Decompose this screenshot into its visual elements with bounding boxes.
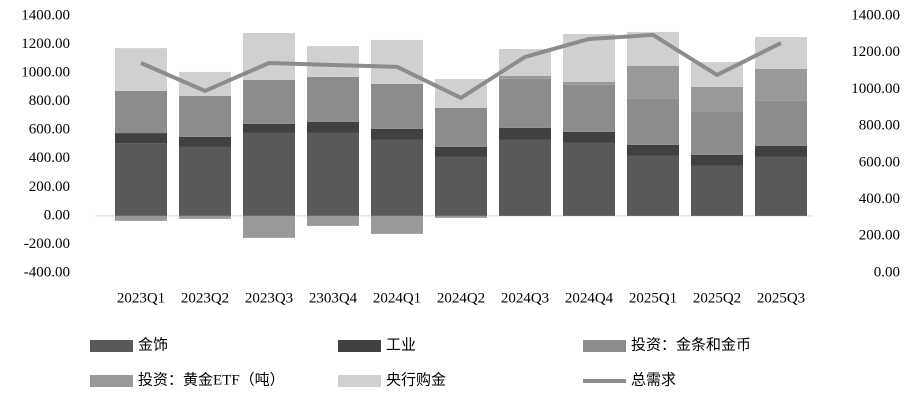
bar-segment	[755, 145, 807, 157]
y-tick-label: 1000.00	[21, 65, 70, 81]
y-tick-label: 200.00	[29, 179, 70, 195]
y2-tick-label: 1400.00	[851, 7, 900, 23]
y2-tick-label: 800.00	[859, 118, 900, 134]
bar-segment	[435, 156, 487, 216]
legend-swatch	[90, 340, 133, 352]
x-tick-label: 2303Q4	[309, 290, 358, 306]
bar-segment	[435, 215, 487, 218]
legend-label: 投资：黄金ETF（吨）	[138, 371, 285, 388]
bar-segment	[563, 33, 615, 82]
bar-segment	[307, 121, 359, 133]
x-tick-label: 2025Q2	[693, 290, 741, 306]
y2-tick-label: 600.00	[859, 154, 900, 170]
bar-segment	[115, 215, 167, 221]
bar-segment	[371, 215, 423, 234]
bar-segment	[563, 81, 615, 85]
bar-segment	[435, 78, 487, 108]
bar-segment	[627, 65, 679, 99]
x-tick-label: 2023Q3	[245, 290, 293, 306]
bar-segment	[179, 146, 231, 216]
x-tick-label: 2024Q1	[373, 290, 421, 306]
bar-segment	[307, 76, 359, 122]
bar-segment	[499, 139, 551, 216]
bar-segment	[243, 215, 295, 238]
bar-segment	[563, 142, 615, 216]
y2-tick-label: 200.00	[859, 228, 900, 244]
bar-segment	[307, 45, 359, 77]
bar-segment	[179, 136, 231, 147]
bar-segment	[371, 83, 423, 129]
bar-segment	[435, 107, 487, 147]
bar-segment	[115, 133, 167, 144]
bar-segment	[435, 146, 487, 157]
bar-segment	[563, 84, 615, 132]
y-tick-label: 600.00	[29, 122, 70, 138]
legend-label: 投资：金条和金币	[631, 336, 751, 353]
bar-segment	[691, 111, 743, 155]
x-tick-label: 2024Q4	[565, 290, 614, 306]
legend-swatch	[90, 375, 133, 387]
bar-segment	[691, 165, 743, 216]
bar-segment	[307, 132, 359, 216]
legend-label: 央行购金	[386, 371, 446, 388]
bar-segment	[691, 86, 743, 112]
bar-segment	[179, 215, 231, 219]
bar-segment	[499, 75, 551, 79]
x-tick-label: 2024Q3	[501, 290, 549, 306]
bar-segment	[115, 90, 167, 134]
y-tick-label: 1200.00	[21, 36, 70, 52]
bar-segment	[691, 154, 743, 166]
y-tick-label: 400.00	[29, 150, 70, 166]
bar-segment	[627, 144, 679, 156]
legend-label: 总需求	[631, 371, 676, 388]
bar-segment	[755, 156, 807, 216]
bar-segment	[243, 132, 295, 216]
y2-tick-label: 400.00	[859, 191, 900, 207]
legend-label: 工业	[386, 336, 416, 353]
bar-segment	[115, 143, 167, 216]
bar-segment	[755, 68, 807, 101]
bar-segment	[627, 98, 679, 145]
y-tick-label: 0.00	[44, 207, 70, 223]
y-tick-label: 1400.00	[21, 7, 70, 23]
x-tick-label: 2024Q2	[437, 290, 485, 306]
y2-tick-label: 1200.00	[851, 44, 900, 60]
bar-segment	[499, 78, 551, 128]
total-line	[140, 32, 782, 100]
bar-segment	[371, 128, 423, 140]
y2-tick-label: 1000.00	[851, 81, 900, 97]
x-tick-label: 2023Q2	[181, 290, 229, 306]
bar-segment	[755, 100, 807, 146]
bar-segment	[179, 95, 231, 137]
legend-label: 金饰	[138, 336, 168, 353]
legend-swatch	[338, 340, 381, 352]
bar-segment	[563, 131, 615, 143]
bar-segment	[499, 127, 551, 140]
legend-swatch	[338, 375, 381, 387]
bar-segment	[627, 155, 679, 216]
y2-tick-label: 0.00	[874, 264, 900, 280]
x-tick-label: 2025Q3	[757, 290, 805, 306]
bar-segment	[243, 123, 295, 133]
bar-segment	[179, 71, 231, 96]
x-tick-label: 2025Q1	[629, 290, 677, 306]
y-tick-label: -200.00	[24, 236, 70, 252]
y-tick-label: -400.00	[24, 264, 70, 280]
bar-segment	[243, 79, 295, 124]
legend-swatch	[583, 340, 626, 352]
y-tick-label: 800.00	[29, 93, 70, 109]
bar-segment	[307, 215, 359, 226]
x-tick-label: 2023Q1	[117, 290, 165, 306]
bar-segment	[371, 139, 423, 216]
